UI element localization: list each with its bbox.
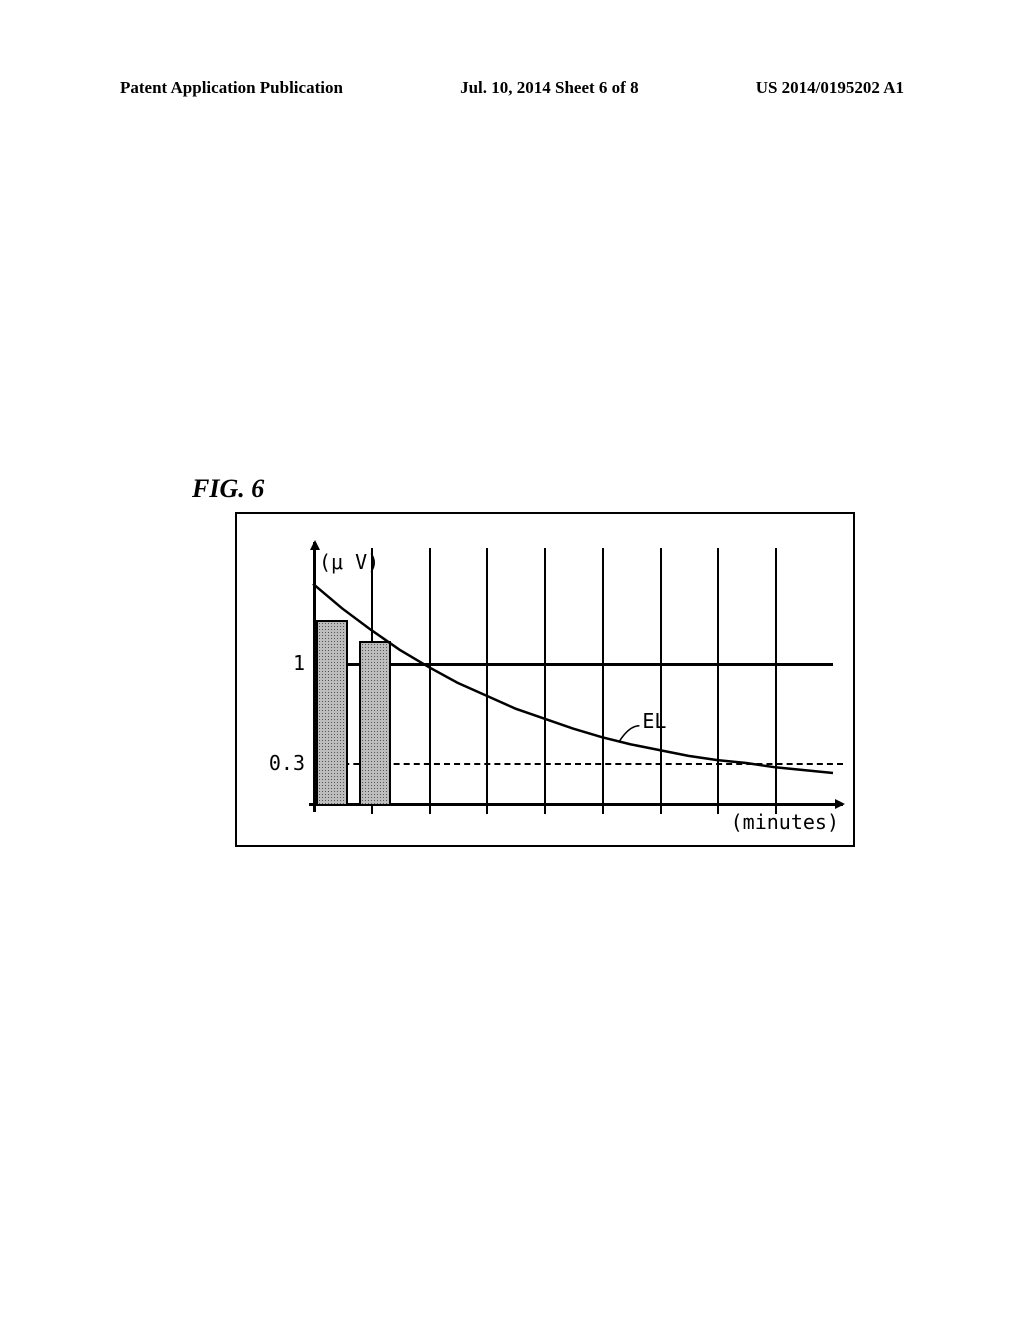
curve-el	[313, 548, 833, 806]
curve-label-el: EL	[642, 709, 666, 733]
y-tick-label: 1	[293, 651, 305, 675]
x-tick	[544, 806, 546, 814]
header-center: Jul. 10, 2014 Sheet 6 of 8	[460, 78, 639, 98]
x-tick	[486, 806, 488, 814]
x-tick	[660, 806, 662, 814]
page-header: Patent Application Publication Jul. 10, …	[0, 78, 1024, 98]
x-tick	[775, 806, 777, 814]
x-tick	[371, 806, 373, 814]
figure-label: FIG. 6	[192, 474, 264, 504]
chart-frame: (μ V) (minutes) 10.3 EL	[235, 512, 855, 847]
header-left: Patent Application Publication	[120, 78, 343, 98]
plot-area: (μ V) (minutes) 10.3 EL	[313, 548, 833, 806]
y-tick-label: 0.3	[269, 751, 305, 775]
x-tick	[429, 806, 431, 814]
x-tick	[717, 806, 719, 814]
header-right: US 2014/0195202 A1	[756, 78, 904, 98]
x-tick	[602, 806, 604, 814]
x-axis-unit: (minutes)	[731, 810, 839, 834]
